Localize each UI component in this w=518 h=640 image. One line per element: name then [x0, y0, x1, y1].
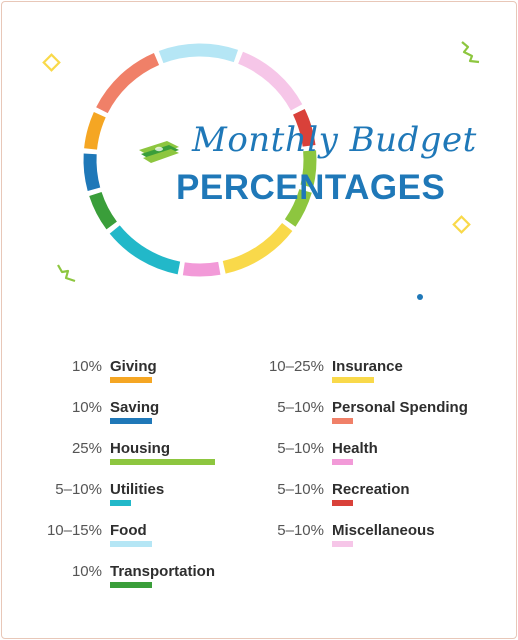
- legend-percent: 10–25%: [268, 358, 324, 375]
- ring-segment-giving: [84, 111, 106, 150]
- legend-category: Miscellaneous: [332, 522, 435, 539]
- zigzag-decoration-icon: [461, 41, 480, 64]
- ring-segment-miscellaneous: [238, 51, 303, 111]
- legend-item-health: 5–10% Health: [0, 440, 518, 480]
- ring-segment-health: [182, 261, 221, 277]
- legend-item-transportation: 10% Transportation: [0, 563, 518, 603]
- legend-category: Recreation: [332, 481, 410, 498]
- legend-bar-saving: [110, 418, 152, 424]
- legend-percent: 10–15%: [46, 522, 102, 539]
- legend-percent: 5–10%: [277, 522, 324, 539]
- legend-percent: 5–10%: [277, 440, 324, 457]
- legend-item-miscellaneous: 5–10% Miscellaneous: [0, 522, 518, 562]
- legend-bar-food: [110, 541, 152, 547]
- legend-bar-giving: [110, 377, 152, 383]
- title-script: Monthly Budget: [192, 120, 477, 160]
- zigzag-decoration-icon: [57, 264, 76, 283]
- legend-item-food: 10–15% Food: [0, 522, 518, 562]
- ring-segment-saving: [83, 153, 101, 191]
- legend-category: Transportation: [110, 563, 216, 580]
- ring-segment-utilities: [109, 225, 181, 275]
- legend-item-housing: 25% Housing: [0, 440, 518, 480]
- legend-item-giving: 10% Giving: [0, 358, 518, 398]
- legend-item-insurance: 10–25% Insurance: [0, 358, 518, 398]
- legend-percent: 5–10%: [277, 481, 324, 498]
- legend-item-saving: 10% Saving: [0, 399, 518, 439]
- legend-percent: 5–10%: [55, 481, 102, 498]
- legend-category: Housing: [110, 440, 170, 457]
- legend-bar-health: [332, 459, 353, 465]
- legend-percent: 10%: [71, 358, 102, 375]
- dot-decoration-icon: [417, 294, 423, 300]
- ring-segment-personal-spending: [96, 53, 160, 114]
- legend-item-utilities: 5–10% Utilities: [0, 481, 518, 521]
- ring-segment-housing: [300, 150, 317, 188]
- legend-bar-transportation: [110, 582, 152, 588]
- legend-bar-insurance: [332, 377, 374, 383]
- money-stack-icon: [139, 141, 179, 163]
- legend-percent: 10%: [71, 399, 102, 416]
- ring-segment-insurance: [222, 222, 293, 274]
- legend-category: Saving: [110, 399, 160, 416]
- legend-bar-utilities: [110, 500, 131, 506]
- ring-segment-food: [158, 43, 239, 64]
- legend-percent: 10%: [71, 563, 102, 580]
- legend-category: Personal Spending: [332, 399, 468, 416]
- legend-category: Health: [332, 440, 378, 457]
- legend-item-recreation: 5–10% Recreation: [0, 481, 518, 521]
- legend-category: Insurance: [332, 358, 403, 375]
- diamond-decoration-icon: [42, 53, 61, 72]
- ring-segment-housing: [284, 188, 312, 227]
- diamond-decoration-icon: [452, 215, 471, 234]
- legend-item-personal-spending: 5–10% Personal Spending: [0, 399, 518, 439]
- legend-category: Giving: [110, 358, 157, 375]
- ring-segment-transportation: [89, 191, 117, 230]
- legend-bar-miscellaneous: [332, 541, 353, 547]
- legend-bar-housing: [110, 459, 215, 465]
- legend-category: Food: [110, 522, 147, 539]
- legend-percent: 25%: [71, 440, 102, 457]
- legend-bar-recreation: [332, 500, 353, 506]
- legend-percent: 5–10%: [277, 399, 324, 416]
- legend-bar-personal-spending: [332, 418, 353, 424]
- legend-category: Utilities: [110, 481, 165, 498]
- title-main: PERCENTAGES: [176, 168, 446, 207]
- ring-segment-recreation: [292, 108, 316, 147]
